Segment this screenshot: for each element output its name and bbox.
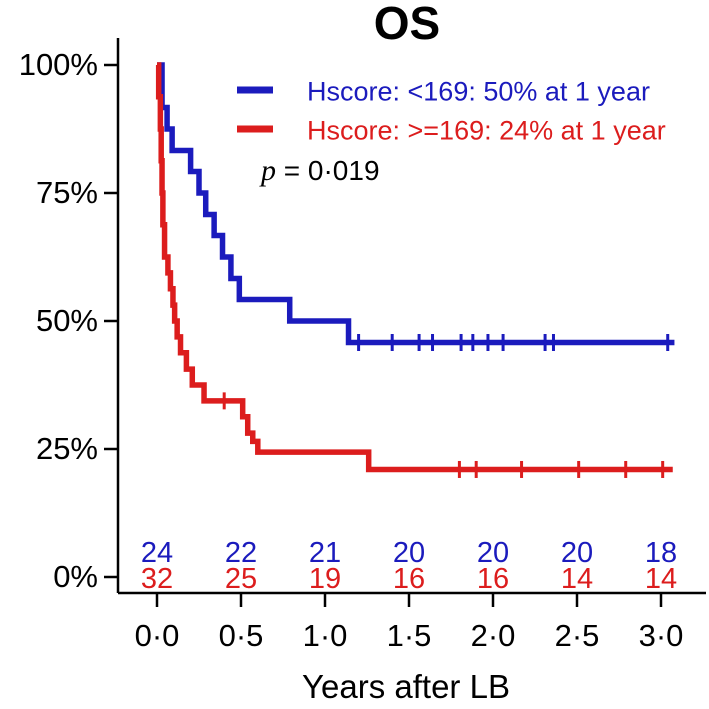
risk-count-hscore-high: 19 — [308, 563, 342, 595]
risk-count-hscore-low: 18 — [644, 537, 678, 569]
legend-label-hscore-high: Hscore: >=169: 24% at 1 year — [307, 115, 666, 146]
x-tick-label: 3·0 — [638, 618, 684, 653]
x-tick-label: 2·5 — [554, 618, 600, 653]
risk-count-hscore-low: 20 — [560, 537, 594, 569]
y-tick-label: 0% — [53, 559, 98, 594]
y-tick-label: 50% — [35, 303, 98, 338]
risk-count-hscore-low: 22 — [224, 537, 258, 569]
p-value: p = 0·019 — [261, 154, 380, 188]
risk-count-hscore-low: 21 — [308, 537, 342, 569]
risk-count-hscore-high: 14 — [644, 563, 678, 595]
chart-title: OS — [373, 0, 441, 49]
y-tick-label: 25% — [35, 431, 98, 466]
risk-count-hscore-low: 20 — [476, 537, 510, 569]
y-tick-label: 100% — [18, 47, 98, 82]
x-tick-label: 0·5 — [218, 618, 264, 653]
risk-count-hscore-low: 24 — [140, 537, 174, 569]
risk-count-hscore-high: 16 — [476, 563, 510, 595]
risk-count-hscore-high: 14 — [560, 563, 594, 595]
x-tick-label: 0·0 — [134, 618, 180, 653]
p-symbol: p — [261, 154, 276, 187]
risk-count-hscore-high: 32 — [140, 563, 174, 595]
x-tick-label: 1·5 — [386, 618, 432, 653]
risk-count-hscore-high: 25 — [224, 563, 258, 595]
y-tick-label: 75% — [35, 175, 98, 210]
p-value-text: = 0·019 — [283, 155, 380, 186]
risk-count-hscore-low: 20 — [392, 537, 426, 569]
x-axis-title: Years after LB — [302, 668, 510, 705]
x-tick-label: 1·0 — [302, 618, 348, 653]
survival-curve-hscore-low — [157, 62, 675, 346]
x-tick-label: 2·0 — [470, 618, 516, 653]
legend-label-hscore-low: Hscore: <169: 50% at 1 year — [307, 76, 650, 107]
risk-count-hscore-high: 16 — [392, 563, 426, 595]
survival-curve-hscore-high — [155, 62, 673, 473]
